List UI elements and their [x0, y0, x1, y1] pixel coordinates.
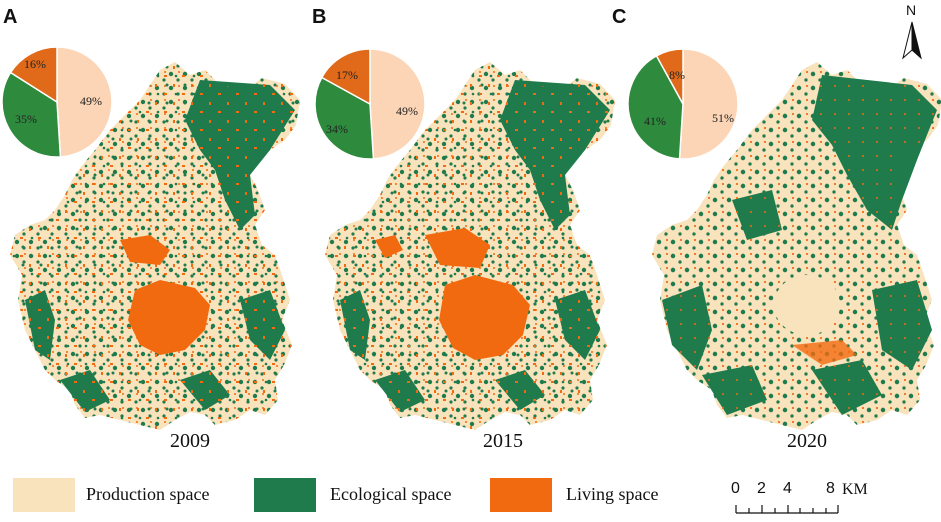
- pie-slice-living-2020: [655, 48, 684, 105]
- legend-label-ecological: Ecological space: [330, 484, 452, 504]
- year-label-2009: 2009: [170, 430, 210, 452]
- map-2020: [652, 62, 941, 430]
- panel-letter-a: A: [3, 6, 18, 28]
- panel-letter-c: C: [612, 6, 627, 28]
- year-label-2020: 2020: [787, 430, 827, 452]
- pie-chart-2009: [1, 46, 113, 158]
- pie-2020-ecological-label: 41%: [644, 114, 666, 128]
- pie-slice-production-2009: [56, 46, 113, 158]
- pie-slice-ecological-2009: [1, 71, 62, 158]
- scale-unit-label: KM: [842, 481, 868, 498]
- pie-slice-living-2009: [9, 46, 58, 104]
- pie-slice-production-2015: [369, 48, 426, 160]
- pie-2020-living-label: 8%: [669, 68, 685, 82]
- pie-2020-production-label: 51%: [712, 111, 734, 125]
- pie-slice-ecological-2020: [627, 54, 684, 160]
- pie-chart-2020: [627, 48, 739, 160]
- pie-slice-ecological-2015: [314, 76, 375, 160]
- year-label-2015: 2015: [483, 430, 523, 452]
- map-2009: [10, 62, 300, 430]
- pie-chart-2015: [314, 48, 426, 160]
- map-2015: [325, 62, 615, 430]
- legend-swatch-living: [490, 478, 552, 512]
- legend-swatch-production: [13, 478, 75, 512]
- pie-2009-ecological-label: 35%: [15, 112, 37, 126]
- scale-bar: [735, 505, 839, 514]
- pie-2015-production-label: 49%: [396, 104, 418, 118]
- pie-2015-living-label: 17%: [336, 68, 358, 82]
- pie-2009-living-label: 16%: [24, 57, 46, 71]
- legend-label-production: Production space: [86, 484, 210, 504]
- legend-swatch-ecological: [254, 478, 316, 512]
- scale-label-8: 8: [826, 480, 835, 497]
- pie-slice-living-2015: [320, 48, 371, 106]
- pie-2015-ecological-label: 34%: [326, 122, 348, 136]
- north-label: N: [906, 2, 917, 18]
- legend-label-living: Living space: [566, 484, 659, 504]
- pie-2009-production-label: 49%: [80, 94, 102, 108]
- scale-label-2: 2: [757, 480, 766, 497]
- scale-label-4: 4: [783, 480, 792, 497]
- panel-letter-b: B: [312, 6, 327, 28]
- scale-label-0: 0: [731, 480, 740, 497]
- pie-slice-production-2020: [678, 48, 739, 160]
- north-arrow-icon: [902, 21, 922, 60]
